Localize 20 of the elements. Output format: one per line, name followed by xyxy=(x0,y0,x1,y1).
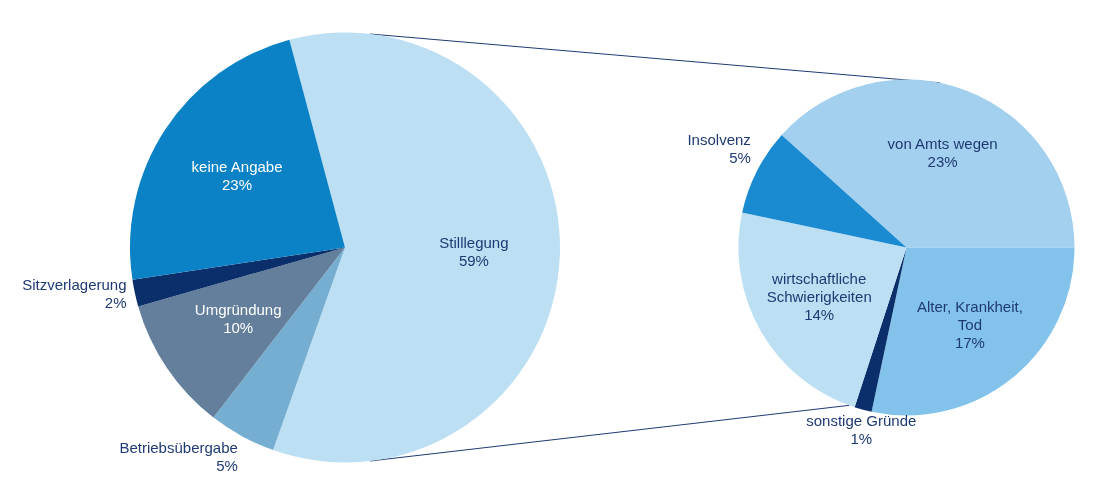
slice-label: sonstige Gründe xyxy=(806,411,917,429)
slice-label: keine Angabe xyxy=(191,158,283,176)
slice-label: wirtschaftliche Schwierigkeiten xyxy=(766,270,872,306)
data-label: 23% xyxy=(927,152,958,170)
slice-label: Sitzverlagerung xyxy=(22,276,127,294)
slice-label: Alter, Krankheit, Tod xyxy=(916,297,1023,333)
slice-label: von Amts wegen xyxy=(887,134,998,152)
data-label: 17% xyxy=(954,333,985,351)
data-label: 14% xyxy=(804,306,835,324)
slice-label: Insolvenz xyxy=(687,131,751,149)
data-label: 5% xyxy=(216,457,238,475)
data-label: 5% xyxy=(729,149,751,167)
slice-label: Stilllegung xyxy=(439,233,509,251)
slice-label: Betriebsübergabe xyxy=(119,439,238,457)
data-label: 23% xyxy=(222,176,253,194)
data-label: 2% xyxy=(104,294,127,312)
data-label: 59% xyxy=(458,251,489,269)
data-label: 10% xyxy=(223,318,254,336)
slice-label: Umgründung xyxy=(194,300,282,318)
data-label: 1% xyxy=(850,429,873,447)
